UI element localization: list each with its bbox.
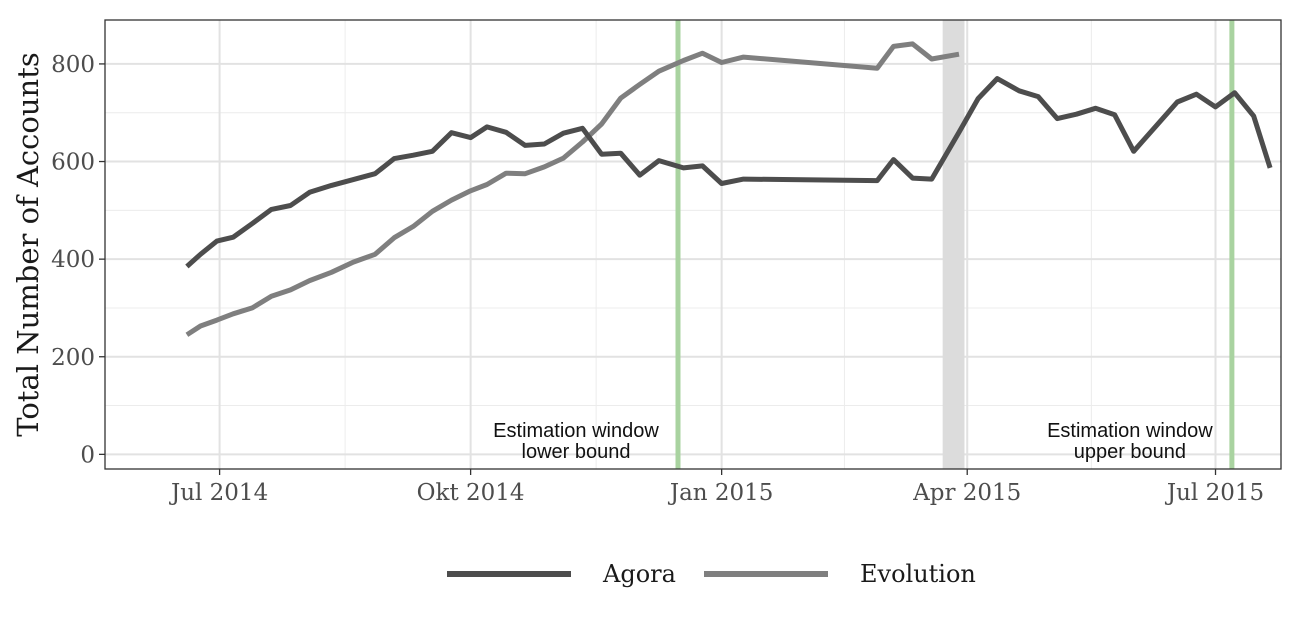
series-line-evolution (185, 41, 960, 337)
x-tick-label: Apr 2015 (912, 480, 1021, 506)
shaded-band (942, 20, 965, 469)
y-tick-label: 0 (80, 442, 95, 468)
major-gridlines (105, 20, 1281, 469)
legend-label-agora: Agora (602, 560, 676, 588)
y-axis: 0 200 400 600 800 (51, 52, 105, 468)
annotation-text-line2: upper bound (1074, 441, 1186, 463)
x-tick-label: Jul 2015 (1165, 480, 1264, 506)
y-tick-label: 400 (51, 247, 95, 273)
x-tick-label: Jul 2014 (169, 480, 268, 506)
y-tick-label: 200 (51, 345, 95, 371)
panel-border (104, 19, 1282, 470)
minor-gridlines (105, 20, 1281, 469)
x-tick-label: Jan 2015 (668, 480, 774, 506)
y-tick-label: 600 (51, 150, 95, 176)
shaded-band-rect (942, 20, 965, 469)
annotation-text-line1: Estimation window (1047, 420, 1213, 442)
x-tick-label: Okt 2014 (417, 480, 525, 506)
series-line-agora (185, 76, 1273, 269)
annotation-text-line1: Estimation window (493, 420, 659, 442)
legend: Agora Evolution (447, 560, 976, 588)
annotation-text-line2: lower bound (522, 441, 631, 463)
legend-label-evolution: Evolution (860, 560, 976, 588)
y-tick-label: 800 (51, 52, 95, 78)
y-axis-label: Total Number of Accounts (11, 52, 45, 437)
x-axis: Jul 2014 Okt 2014 Jan 2015 Apr 2015 Jul 2015 (169, 469, 1264, 506)
series-lines (185, 41, 1273, 337)
